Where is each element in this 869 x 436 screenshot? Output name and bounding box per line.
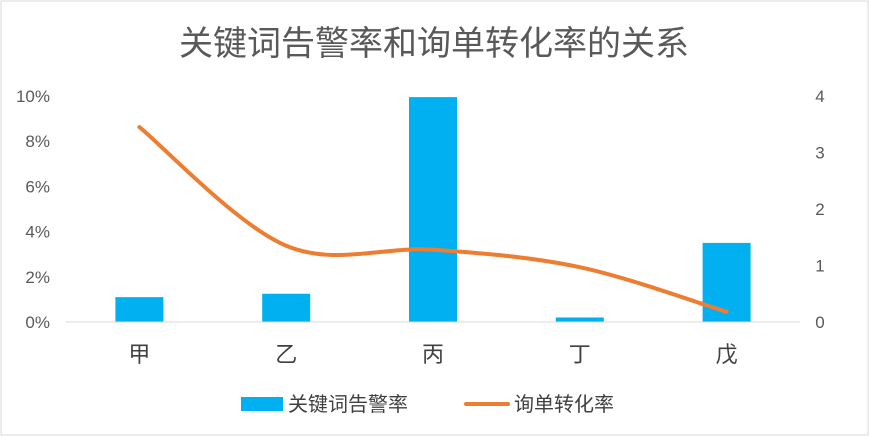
line-series	[137, 125, 729, 314]
y-tick-label: 2%	[25, 268, 50, 287]
y2-axis-ticks: 0 1 2 3 4	[815, 87, 824, 332]
y-tick-label: 0%	[25, 313, 50, 332]
y2-tick-label: 0	[815, 313, 824, 332]
category-label: 甲	[128, 343, 150, 368]
category-labels: 甲乙丙丁戊	[128, 343, 737, 368]
bar	[555, 317, 604, 322]
y2-tick-label: 3	[815, 144, 824, 163]
legend: 关键词告警率 询单转化率	[241, 392, 614, 416]
y-tick-label: 8%	[25, 132, 50, 151]
y-tick-label: 4%	[25, 223, 50, 242]
y2-tick-label: 1	[815, 257, 824, 276]
bar	[702, 242, 751, 322]
legend-bar-label: 关键词告警率	[288, 392, 408, 416]
y-tick-label: 10%	[16, 87, 50, 106]
chart-title: 关键词告警率和询单转化率的关系	[179, 24, 689, 64]
y2-tick-label: 4	[815, 87, 824, 106]
y2-tick-label: 2	[815, 200, 824, 219]
category-label: 丁	[569, 343, 591, 368]
category-label: 丙	[422, 343, 444, 368]
bar-series	[115, 97, 751, 322]
legend-bar-swatch	[241, 397, 283, 411]
bar	[115, 297, 164, 322]
bar	[262, 293, 311, 322]
category-label: 乙	[275, 343, 297, 368]
y-axis-ticks: 0% 2% 4% 6% 8% 10%	[16, 87, 50, 332]
legend-line-label: 询单转化率	[514, 392, 614, 416]
y-tick-label: 6%	[25, 177, 50, 196]
bar	[409, 97, 457, 322]
category-label: 戊	[716, 343, 738, 368]
